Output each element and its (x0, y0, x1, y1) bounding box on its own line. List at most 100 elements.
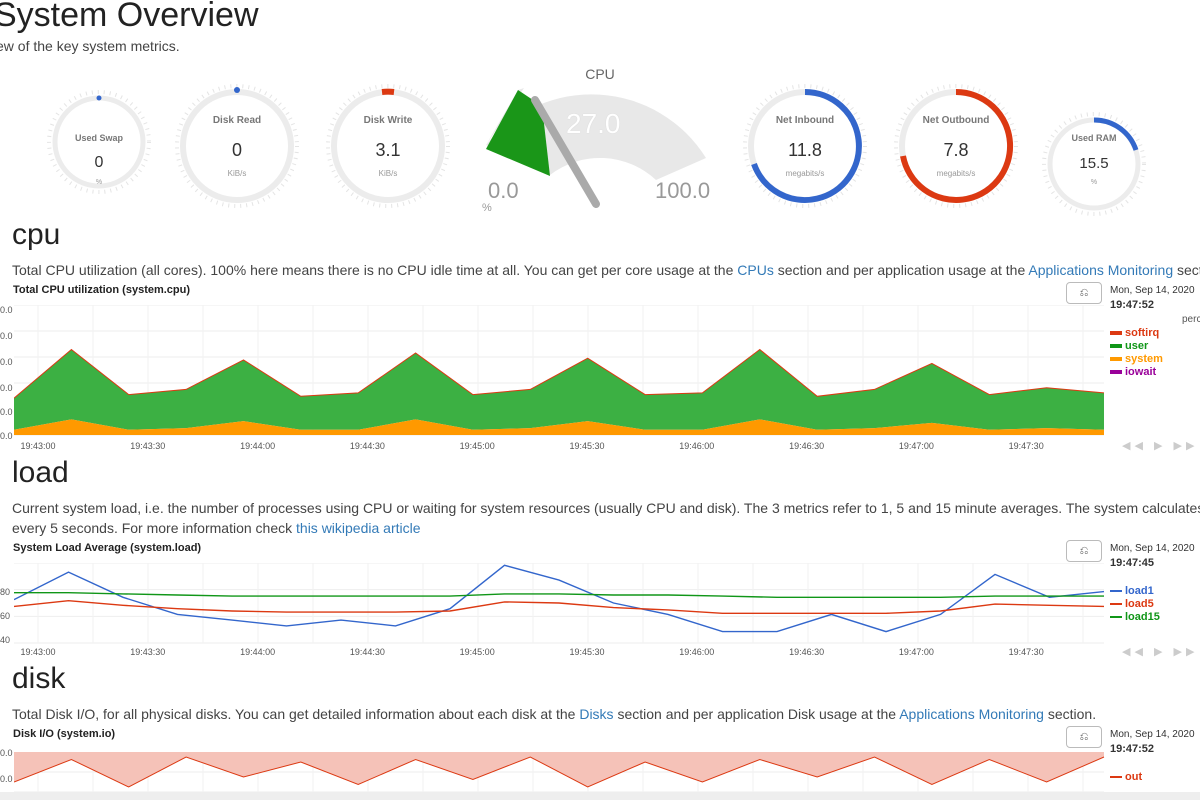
gauge-value: 0 (94, 154, 104, 171)
series-line-load1 (14, 564, 1105, 633)
series-line-load5 (14, 599, 1105, 614)
x-tick: 19:45:00 (459, 647, 495, 657)
horizontal-scrollbar[interactable] (0, 792, 1200, 800)
link-applications-monitoring[interactable]: Applications Monitoring (899, 706, 1044, 722)
legend-load1[interactable]: load1 (1110, 585, 1154, 597)
gauge-value: 15.5 (1079, 155, 1109, 172)
y-tick: 0.0 (0, 357, 13, 367)
x-tick: 19:47:00 (898, 647, 934, 657)
legend-load5[interactable]: load5 (1110, 598, 1154, 610)
gauge-unit: KiB/s (378, 169, 398, 178)
chart-date: Mon, Sep 14, 2020 (1110, 729, 1195, 740)
gauge-title: Net Inbound (775, 115, 835, 126)
x-tick: 19:44:30 (349, 647, 385, 657)
x-tick: 19:45:30 (569, 441, 605, 451)
gauge-unit: megabits/s (936, 169, 976, 178)
legend-user[interactable]: user (1110, 340, 1148, 352)
gauge-cpu-max: 100.0 (655, 178, 711, 203)
gauge-cpu[interactable]: CPU 27.0 0.0 100.0 % (470, 60, 730, 220)
chart-nav-controls[interactable]: ◀◀ ▶ ▶▶ + − (1122, 440, 1200, 452)
section-heading-disk: disk (12, 662, 66, 695)
y-tick: 0.0 (0, 431, 13, 441)
gauge-unit: megabits/s (785, 169, 825, 178)
chart-time: 19:47:45 (1110, 557, 1155, 569)
cpu-chart[interactable] (14, 305, 1106, 439)
gauge-net-inbound[interactable]: Net Inbound 11.8 megabits/s (741, 82, 869, 210)
y-tick: 0.0 (0, 407, 13, 417)
link-applications-monitoring[interactable]: Applications Monitoring (1028, 262, 1174, 278)
gauge-value: 0 (231, 140, 242, 160)
legend-system[interactable]: system (1110, 353, 1163, 365)
legend-softirq[interactable]: softirq (1110, 327, 1159, 339)
y-tick: 0.0 (0, 305, 13, 315)
link-cpus[interactable]: CPUs (737, 262, 774, 278)
gauge-used-ram[interactable]: Used RAM 15.5 % (1040, 110, 1148, 218)
chart-unit: perc (1182, 314, 1200, 325)
y-tick: 0.0 (0, 383, 13, 393)
section-heading-cpu: cpu (12, 218, 61, 251)
gauge-value: 3.1 (375, 140, 401, 160)
gauge-title: Used Swap (74, 133, 123, 143)
legend-out[interactable]: out (1110, 771, 1142, 783)
y-tick: 40 (0, 635, 11, 645)
reset-icon: ⎌ (1079, 286, 1089, 299)
gauge-cpu-unit: % (482, 202, 492, 214)
gauge-net-outbound[interactable]: Net Outbound 7.8 megabits/s (892, 82, 1020, 210)
x-tick: 19:46:00 (679, 441, 715, 451)
y-tick: 0.0 (0, 748, 13, 758)
x-tick: 19:44:00 (240, 441, 276, 451)
x-tick: 19:46:00 (679, 647, 715, 657)
x-tick: 19:43:00 (20, 441, 56, 451)
x-tick: 19:44:30 (349, 441, 385, 451)
page-subtitle: ew of the key system metrics. (0, 38, 180, 54)
x-tick: 19:45:00 (459, 441, 495, 451)
x-tick: 19:43:30 (130, 441, 166, 451)
chart-title-cpu: Total CPU utilization (system.cpu) (13, 284, 191, 296)
gauge-title: Disk Read (212, 115, 262, 126)
reset-icon: ⎌ (1079, 544, 1089, 557)
y-tick: 0.0 (0, 331, 13, 341)
legend-load15[interactable]: load15 (1110, 611, 1160, 623)
gauge-used-swap[interactable]: Used Swap 0 % (45, 88, 153, 196)
y-tick: 0.0 (0, 774, 13, 784)
chart-time: 19:47:52 (1110, 743, 1155, 755)
x-tick: 19:47:30 (1008, 647, 1044, 657)
chart-time: 19:47:52 (1110, 299, 1155, 311)
link-wikipedia[interactable]: this wikipedia article (296, 520, 421, 536)
gauge-used-swap-ring (47, 90, 151, 194)
gauge-cpu-title: CPU (585, 66, 615, 82)
x-tick: 19:45:30 (569, 647, 605, 657)
gauge-title: Disk Write (363, 115, 413, 126)
gauge-net-outbound-ring (894, 84, 1018, 208)
x-tick: 19:47:30 (1008, 441, 1044, 451)
gauge-disk-read[interactable]: Disk Read 0 KiB/s (173, 82, 301, 210)
chart-nav-controls[interactable]: ◀◀ ▶ ▶▶ + − (1122, 646, 1200, 658)
reset-zoom-button[interactable]: ⎌ (1066, 282, 1102, 304)
y-tick: 80 (0, 587, 11, 597)
gauge-value: 11.8 (788, 140, 822, 160)
load-chart[interactable] (14, 563, 1106, 647)
gauge-disk-read-ring (175, 84, 299, 208)
reset-zoom-button[interactable]: ⎌ (1066, 726, 1102, 748)
section-desc-disk: Total Disk I/O, for all physical disks. … (12, 706, 1097, 722)
series-line-out (14, 756, 1105, 788)
section-desc-cpu: Total CPU utilization (all cores). 100% … (12, 262, 1200, 278)
legend-iowait[interactable]: iowait (1110, 366, 1156, 378)
y-tick: 60 (0, 611, 11, 621)
x-tick: 19:43:00 (20, 647, 56, 657)
gauge-disk-write[interactable]: Disk Write 3.1 KiB/s (324, 82, 452, 210)
gauge-cpu-min: 0.0 (488, 178, 519, 203)
reset-zoom-button[interactable]: ⎌ (1066, 540, 1102, 562)
chart-date: Mon, Sep 14, 2020 (1110, 285, 1195, 296)
x-tick: 19:47:00 (898, 441, 934, 451)
gauge-used-ram-ring (1042, 112, 1146, 216)
disk-chart[interactable] (14, 752, 1106, 792)
gauge-cpu-value: 27.0 (566, 108, 621, 139)
section-desc-load-line2: every 5 seconds. For more information ch… (12, 520, 421, 536)
series-area-out (14, 752, 1104, 787)
chart-date: Mon, Sep 14, 2020 (1110, 543, 1195, 554)
gauge-unit: % (1090, 179, 1098, 186)
link-disks[interactable]: Disks (579, 706, 614, 722)
series-area-system (14, 419, 1104, 435)
gauge-disk-write-ring (326, 84, 450, 208)
